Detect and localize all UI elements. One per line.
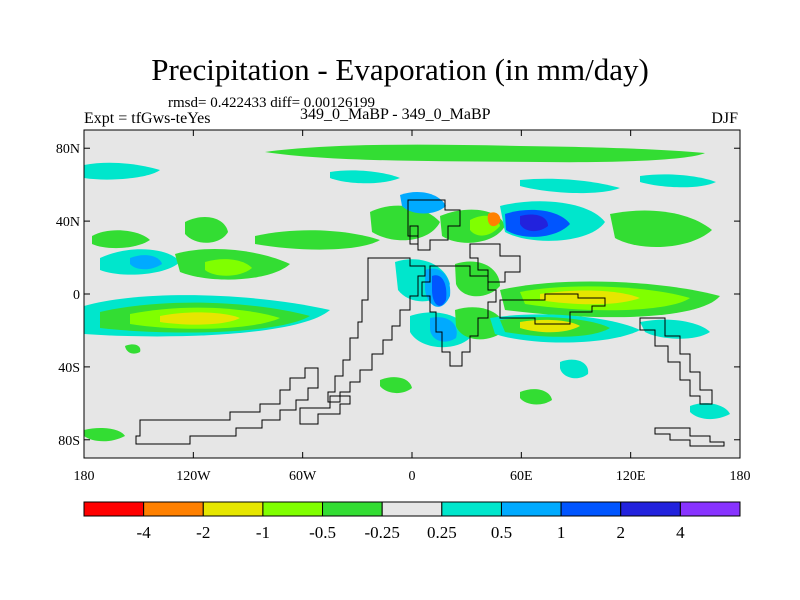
continent-outline-antarctica-east — [654, 427, 725, 447]
colorbar-swatch — [262, 501, 324, 517]
x-tick-label: 180 — [730, 469, 751, 484]
season-label: DJF — [711, 110, 738, 127]
anomaly-region — [430, 317, 457, 342]
x-tick-label: 120W — [176, 469, 211, 484]
anomaly-region — [520, 214, 548, 232]
anomaly-region — [125, 344, 141, 354]
anomaly-region — [265, 144, 705, 163]
continent-outline-antarctica-west — [135, 367, 319, 445]
anomaly-region — [185, 217, 228, 243]
colorbar-swatch — [441, 501, 502, 517]
anomaly-region — [205, 259, 252, 276]
anomaly-region — [690, 403, 730, 420]
anomaly-region — [160, 312, 240, 325]
colorbar-label: 0.25 — [427, 523, 457, 542]
y-axis: 80N 40N 0 40S 80S — [56, 142, 740, 449]
colorbar-label: -4 — [137, 523, 152, 542]
colorbar-swatch — [620, 501, 681, 517]
anomaly-region — [432, 275, 447, 306]
continent-outline-far-east — [639, 317, 713, 405]
x-axis: 180 120W 60W 0 60E 120E 180 — [74, 130, 751, 484]
colorbar-label: -0.25 — [364, 523, 399, 542]
continent-outline-north-africa — [409, 225, 419, 245]
anomaly-region — [130, 255, 162, 270]
x-tick-label: 60W — [289, 469, 317, 484]
anomaly-region — [84, 162, 160, 180]
anomaly-region — [455, 307, 505, 340]
continent-outline-africa — [421, 265, 497, 367]
anomaly-region — [487, 212, 501, 227]
anomaly-region — [400, 192, 446, 214]
x-tick-label: 120E — [616, 469, 646, 484]
colorbar-label: -1 — [256, 523, 270, 542]
period-difference-label: 349_0_MaBP - 349_0_MaBP — [300, 106, 491, 123]
colorbar-label: 0.5 — [491, 523, 512, 542]
colorbar-swatch — [560, 501, 622, 517]
x-tick-label: 0 — [409, 469, 416, 484]
colorbar-swatch — [143, 501, 204, 517]
colorbar-label: 4 — [676, 523, 685, 542]
continent-outline-antarctica-ridge — [299, 395, 351, 425]
anomaly-region — [520, 178, 620, 194]
y-tick-label: 40N — [56, 215, 80, 230]
y-tick-label: 40S — [58, 361, 80, 376]
colorbar-label: -0.5 — [309, 523, 336, 542]
colorbar-swatch — [679, 501, 741, 517]
continent-outline-asia — [469, 243, 521, 283]
anomaly-region — [640, 319, 710, 339]
x-tick-label: 180 — [74, 469, 95, 484]
anomaly-region — [84, 428, 125, 442]
anomaly-region — [640, 174, 716, 188]
anomaly-region — [560, 359, 589, 379]
continent-outlines — [135, 199, 725, 447]
colorbar-swatch — [500, 501, 562, 517]
anomaly-region — [370, 205, 440, 241]
continent-outline-australia — [499, 293, 606, 325]
continent-outline-south-america — [327, 257, 426, 403]
colorbar-label: -2 — [196, 523, 210, 542]
colorbar-swatch — [322, 501, 383, 517]
colorbar-label: 1 — [557, 523, 566, 542]
colorbar-swatch — [202, 501, 264, 517]
colorbar: -4 -2 -1 -0.5 -0.25 0.25 0.5 1 2 4 — [83, 501, 741, 542]
experiment-label: Expt = tfGws-teYes — [84, 110, 211, 127]
plot-area — [84, 130, 740, 458]
anomaly-region — [455, 261, 500, 297]
anomaly-region — [255, 230, 380, 250]
y-tick-label: 0 — [73, 288, 80, 303]
anomaly-region — [520, 389, 552, 405]
anomaly-region — [330, 170, 400, 184]
anomaly-region — [610, 210, 712, 248]
map-title: Precipitation - Evaporation (in mm/day) — [151, 52, 649, 87]
y-tick-label: 80N — [56, 142, 80, 157]
x-tick-label: 60E — [510, 469, 533, 484]
rmsd-diff-stats: rmsd= 0.422433 diff= 0.00126199 — [168, 95, 376, 111]
y-tick-label: 80S — [58, 434, 80, 449]
anomaly-region — [92, 230, 150, 249]
colorbar-swatch — [381, 501, 443, 517]
colorbar-swatch — [83, 501, 145, 517]
colorbar-label: 2 — [616, 523, 625, 542]
anomaly-region — [380, 377, 412, 394]
